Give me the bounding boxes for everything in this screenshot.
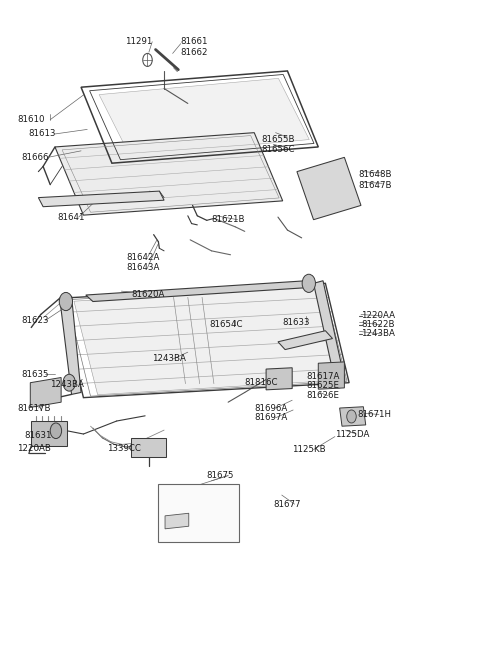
Polygon shape: [86, 281, 313, 301]
Polygon shape: [31, 421, 67, 445]
FancyBboxPatch shape: [158, 484, 239, 542]
Text: 81621B: 81621B: [212, 215, 245, 224]
Text: 81696A: 81696A: [254, 403, 288, 413]
Polygon shape: [99, 79, 309, 156]
Polygon shape: [30, 377, 61, 407]
Polygon shape: [297, 157, 361, 219]
Text: 81613: 81613: [29, 130, 56, 138]
Polygon shape: [313, 281, 344, 381]
Circle shape: [63, 374, 75, 391]
Text: 81620A: 81620A: [131, 290, 164, 299]
Polygon shape: [266, 367, 292, 390]
Text: 81643A: 81643A: [126, 263, 159, 272]
Text: 81635: 81635: [22, 370, 49, 379]
Text: 81697A: 81697A: [254, 413, 288, 422]
Polygon shape: [165, 514, 189, 529]
Text: 1339CC: 1339CC: [107, 445, 141, 453]
Text: 81626E: 81626E: [306, 391, 339, 400]
Text: 81617B: 81617B: [17, 403, 50, 413]
Text: 1243BA: 1243BA: [152, 354, 186, 363]
Circle shape: [347, 410, 356, 423]
Circle shape: [302, 274, 315, 292]
Text: 81623: 81623: [22, 316, 49, 325]
Text: 81816C: 81816C: [245, 377, 278, 386]
Text: 1220AB: 1220AB: [17, 445, 51, 453]
Text: 1125KB: 1125KB: [292, 445, 326, 454]
Polygon shape: [60, 296, 81, 394]
Text: 81654C: 81654C: [209, 320, 243, 329]
Text: 11291: 11291: [125, 37, 152, 47]
Text: 81641: 81641: [57, 213, 85, 221]
Circle shape: [333, 371, 345, 388]
Text: 81666: 81666: [22, 153, 49, 162]
Text: 1220AA: 1220AA: [361, 311, 395, 320]
Text: 81675: 81675: [207, 471, 234, 480]
Circle shape: [59, 292, 72, 310]
Text: 81617A: 81617A: [306, 372, 340, 381]
Polygon shape: [278, 331, 333, 350]
Polygon shape: [340, 407, 366, 426]
Polygon shape: [55, 133, 283, 215]
Text: 1243BA: 1243BA: [50, 379, 84, 388]
Circle shape: [50, 423, 61, 439]
Polygon shape: [74, 286, 345, 395]
Text: 81655B: 81655B: [261, 135, 295, 143]
Text: 81631: 81631: [24, 431, 52, 440]
Polygon shape: [131, 438, 167, 457]
Polygon shape: [38, 191, 164, 207]
Text: 81633: 81633: [283, 318, 310, 328]
Text: 81671H: 81671H: [358, 410, 392, 419]
Text: 81677: 81677: [273, 500, 300, 509]
Text: 81661: 81661: [180, 37, 208, 47]
Text: 81642A: 81642A: [126, 253, 159, 262]
Text: 81662: 81662: [180, 48, 208, 56]
Text: 81656C: 81656C: [261, 145, 295, 154]
Text: 81625E: 81625E: [306, 381, 339, 390]
Text: 81622B: 81622B: [361, 320, 395, 329]
Text: 1243BA: 1243BA: [361, 329, 395, 339]
Text: 1125DA: 1125DA: [335, 430, 369, 438]
Polygon shape: [318, 362, 344, 389]
Text: 81647B: 81647B: [359, 181, 392, 190]
Text: 81648B: 81648B: [359, 170, 392, 179]
Text: 81610: 81610: [17, 115, 45, 124]
